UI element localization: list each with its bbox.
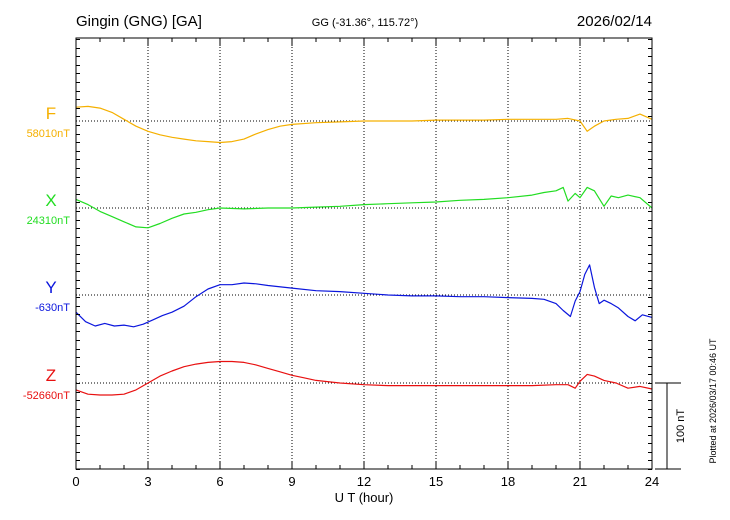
x-tick-label-3: 3 — [144, 474, 151, 489]
x-tick-label-21: 21 — [573, 474, 587, 489]
station-title: Gingin (GNG) [GA] — [76, 13, 202, 30]
scale-bar-label: 100 nT — [675, 409, 687, 444]
series-baseline-x: 24310nT — [27, 215, 71, 227]
x-tick-label-0: 0 — [72, 474, 79, 489]
station-coordinates: GG (-31.36°, 115.72°) — [312, 17, 418, 29]
axis-ticks — [75, 38, 653, 470]
x-tick-labels: 0 3 6 9 12 15 18 21 24 — [72, 474, 659, 489]
series-layer — [75, 105, 653, 396]
x-tick-label-15: 15 — [429, 474, 443, 489]
scale-bar: 100 nT — [655, 382, 687, 470]
series-name-y: Y — [45, 278, 56, 297]
x-tick-label-24: 24 — [645, 474, 659, 489]
grid-layer — [76, 38, 652, 469]
x-tick-label-6: 6 — [216, 474, 223, 489]
series-labels: F 58010nT X 24310nT Y -630nT Z -52660nT — [23, 104, 70, 402]
trace-z — [75, 360, 653, 396]
series-baseline-f: 58010nT — [27, 128, 71, 140]
x-axis-label: U T (hour) — [335, 490, 394, 505]
x-tick-label-9: 9 — [288, 474, 295, 489]
series-baseline-y: -630nT — [35, 302, 70, 314]
trace-y — [75, 264, 653, 328]
plot-date: 2026/02/14 — [577, 13, 652, 30]
trace-f — [75, 105, 653, 144]
series-name-x: X — [45, 191, 56, 210]
x-tick-label-18: 18 — [501, 474, 515, 489]
x-tick-label-12: 12 — [357, 474, 371, 489]
series-name-z: Z — [46, 366, 56, 385]
trace-x — [75, 186, 653, 229]
series-baseline-z: -52660nT — [23, 390, 70, 402]
series-name-f: F — [46, 104, 56, 123]
plotted-timestamp: Plotted at 2026/03/17 00:46 UT — [708, 338, 718, 464]
